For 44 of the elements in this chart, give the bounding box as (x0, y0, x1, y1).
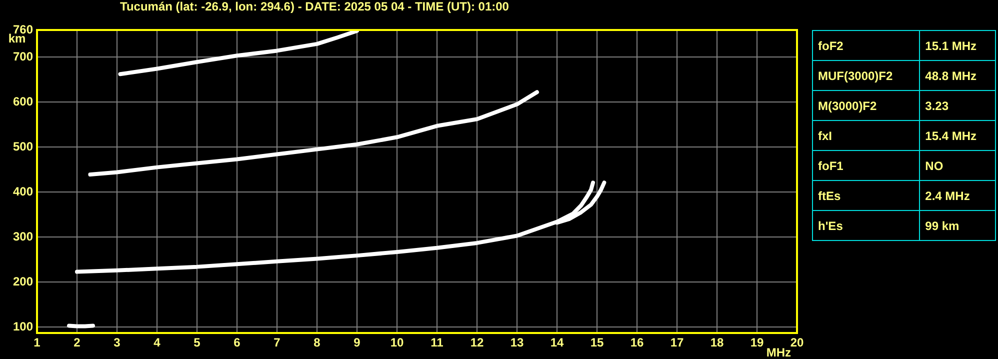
text: h'Es (812, 210, 920, 240)
y-tick-label: 700 (12, 49, 34, 64)
x-tick-label: 2 (74, 336, 81, 350)
x-tick-label: 17 (670, 336, 684, 350)
x-tick-label: 13 (510, 336, 524, 350)
x-axis-title: MHz (766, 345, 791, 359)
text: NO (920, 150, 996, 180)
x-tick-label: 3 (114, 336, 121, 350)
x-tick-label: 9 (354, 336, 361, 350)
text: ftEs (812, 180, 920, 210)
text: fxI (812, 120, 920, 150)
x-tick-label: 5 (194, 336, 201, 350)
x-tick-label: 19 (750, 336, 764, 350)
text: 2.4 MHz (920, 180, 996, 210)
y-tick-label: 600 (12, 94, 34, 108)
x-tick-label: 11 (430, 336, 444, 350)
text: foF2 (812, 30, 920, 60)
x-tick-label: 16 (630, 336, 644, 350)
x-tick-label: 15 (590, 336, 604, 350)
text: 99 km (920, 210, 996, 240)
y-tick-label: 500 (12, 139, 34, 154)
text: MUF(3000)F2 (812, 60, 920, 90)
x-tick-label: 7 (274, 336, 281, 350)
text: M(3000)F2 (812, 90, 920, 120)
x-tick-label: 18 (710, 336, 724, 350)
text: foF1 (812, 150, 920, 180)
y-tick-label: 100 (12, 319, 34, 334)
x-tick-label: 10 (390, 336, 404, 350)
chart-title: Tucumán (lat: -26.9, lon: 294.6) - DATE: 2025 05 04 - TIME (UT): 01:00 (120, 0, 510, 14)
text: 48.8 MHz (920, 60, 996, 90)
text: 3.23 (920, 90, 996, 120)
y-tick-label: 300 (12, 229, 34, 244)
x-tick-label: 12 (470, 336, 484, 350)
x-tick-label: 8 (314, 336, 321, 350)
x-tick-label: 6 (234, 336, 241, 350)
x-tick-label: 20 (790, 336, 804, 350)
x-tick-label: 14 (550, 336, 564, 350)
y-tick-label: 760 (12, 22, 34, 36)
x-tick-label: 4 (154, 336, 161, 350)
y-tick-label: 400 (12, 184, 34, 198)
text: 15.4 MHz (920, 120, 996, 150)
y-tick-label: 200 (12, 274, 34, 288)
x-tick-label: 1 (34, 336, 41, 350)
text: 15.1 MHz (920, 30, 996, 60)
